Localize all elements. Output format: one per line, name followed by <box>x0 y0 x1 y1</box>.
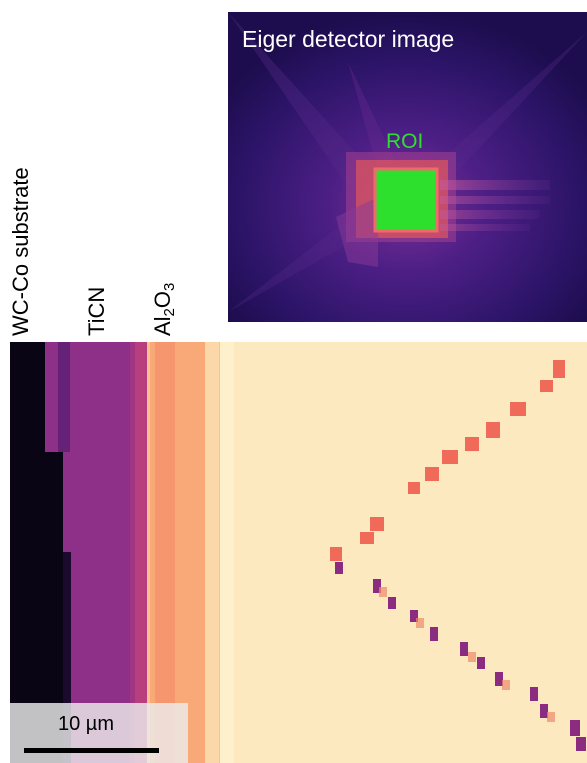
al2o3-sub-3: 3 <box>161 282 178 291</box>
coating-cross-section-map <box>10 342 587 763</box>
label-al2o3: Al2O3 <box>150 282 178 336</box>
eiger-detector-image <box>228 12 587 322</box>
al2o3-al: Al <box>150 316 175 336</box>
roi-box <box>373 167 439 233</box>
label-ticn: TiCN <box>84 286 109 336</box>
detector-title: Eiger detector image <box>242 26 455 52</box>
al2o3-sub-2: 2 <box>161 308 178 317</box>
roi-label: ROI <box>386 130 424 153</box>
scalebar-label: 10 µm <box>58 713 114 735</box>
al2o3-o: O <box>150 290 175 309</box>
scalebar-background <box>10 703 188 763</box>
label-wc-co-substrate: WC-Co substrate <box>8 167 33 336</box>
scalebar-line <box>24 748 159 753</box>
